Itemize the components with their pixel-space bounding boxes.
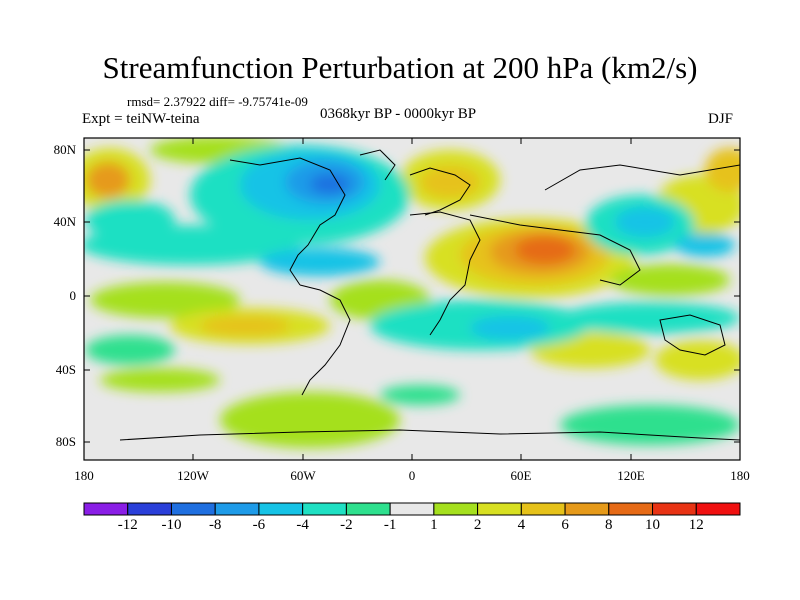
map-plot-area (84, 138, 740, 460)
season-label: DJF (708, 111, 734, 127)
lat-label-40s: 40S (55, 362, 76, 377)
lon-label-180e: 180 (730, 468, 750, 483)
axis-ticks (84, 138, 740, 460)
colorbar-box-3 (214, 502, 260, 516)
colorbar-box-2 (170, 502, 216, 516)
chart-title: Streamfunction Perturbation at 200 hPa (… (102, 50, 698, 85)
colorbar-box-9 (477, 502, 522, 516)
colorbar-label: 1 (430, 517, 438, 533)
colorbar-box-14 (695, 502, 741, 516)
colorbar-box-1 (127, 502, 172, 516)
lat-label-40n: 40N (53, 214, 76, 229)
coastlines (119, 149, 740, 441)
lon-label-120w: 120W (177, 468, 209, 483)
colorbar-box-7 (389, 502, 435, 516)
colorbar-label: -2 (340, 517, 353, 533)
colorbar-box-11 (564, 502, 610, 516)
colorbar-label: -1 (383, 517, 397, 533)
colorbar-label: 4 (517, 517, 526, 533)
experiment-label: Expt = teiNW-teina (82, 111, 200, 127)
colorbar-label: -12 (117, 517, 138, 533)
lon-label-0: 0 (408, 468, 416, 483)
lon-label-60e: 60E (510, 468, 532, 483)
colorbar-label: 8 (605, 517, 613, 533)
colorbar-label: 2 (473, 517, 482, 533)
colorbar-box-8 (433, 502, 479, 516)
colorbar-label: 12 (688, 517, 704, 533)
lat-label-0: 0 (69, 288, 77, 303)
colorbar-box-12 (608, 502, 654, 516)
lat-label-80s: 80S (55, 434, 76, 449)
period-label: 0368kyr BP - 0000kyr BP (320, 106, 477, 122)
lat-label-80n: 80N (53, 142, 76, 157)
colorbar-label: -4 (296, 517, 309, 533)
colorbar-label: -6 (252, 517, 266, 533)
stats-text: rmsd= 2.37922 diff= -9.75741e-09 (127, 94, 308, 109)
contour-fields (84, 138, 740, 448)
colorbar-box-4 (258, 502, 304, 516)
colorbar-label: 10 (645, 517, 661, 533)
colorbar-box-6 (345, 502, 391, 516)
colorbar-label: -10 (161, 517, 182, 533)
colorbar-box-13 (652, 502, 697, 516)
colorbar-box-10 (520, 502, 566, 516)
colorbar-label: -8 (208, 517, 222, 533)
colorbar-label: 6 (561, 517, 569, 533)
colorbar (83, 502, 741, 516)
lon-label-60w: 60W (290, 468, 316, 483)
lon-label-120e: 120E (617, 468, 645, 483)
colorbar-box-0 (83, 502, 129, 516)
colorbar-box-5 (302, 502, 347, 516)
lon-label-180w: 180 (74, 468, 94, 483)
